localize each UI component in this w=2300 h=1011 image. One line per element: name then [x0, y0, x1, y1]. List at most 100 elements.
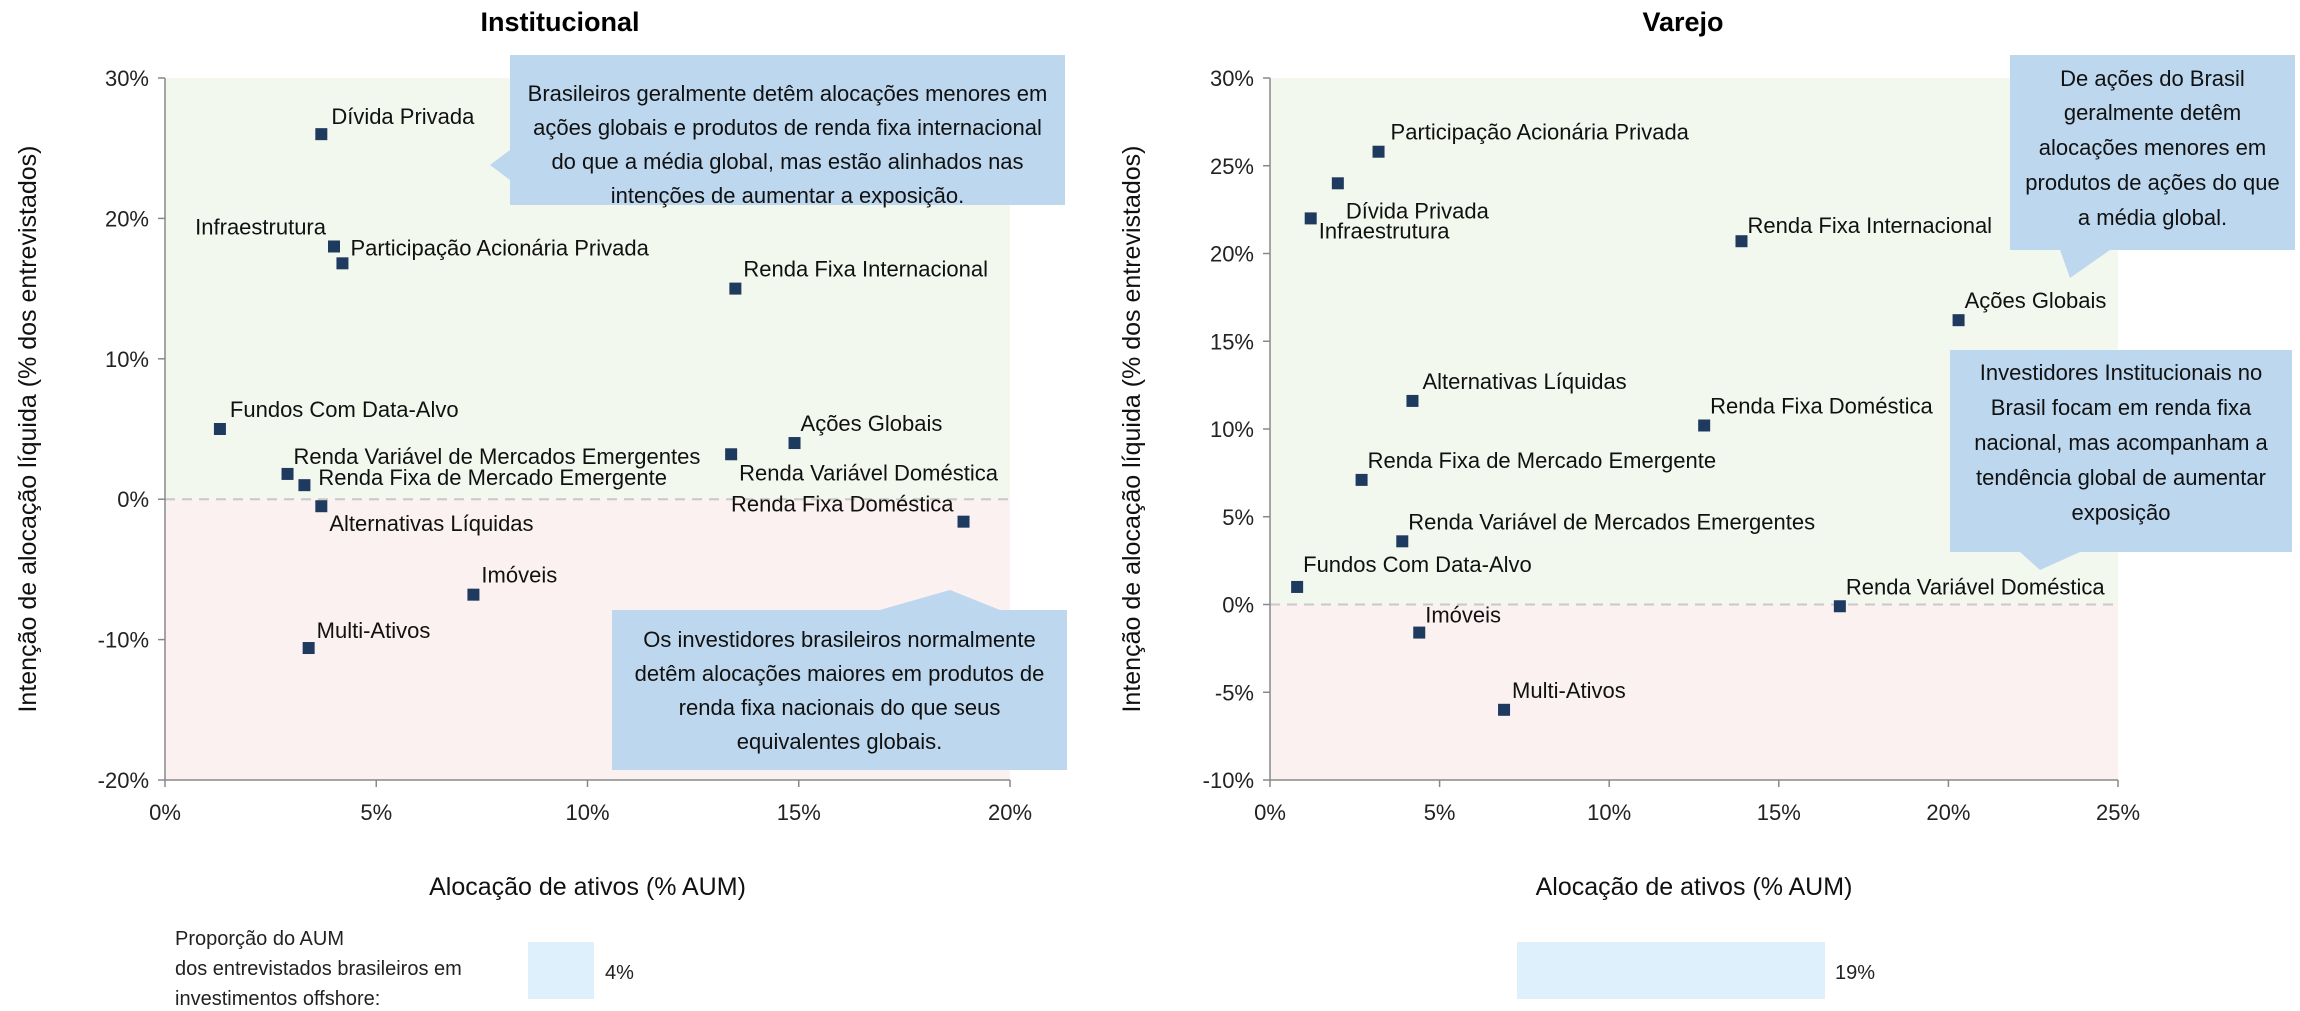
data-point-label: Imóveis	[481, 563, 557, 588]
x-tick-label: 5%	[1424, 800, 1456, 825]
callout-line: Investidores Institucionais no	[1980, 360, 2263, 385]
offshore-label-line: investimentos offshore:	[175, 988, 380, 1010]
data-point	[281, 467, 294, 480]
y-tick-label: 30%	[1210, 66, 1254, 91]
callout-line: De ações do Brasil	[2060, 66, 2245, 91]
y-tick-label: -10%	[98, 628, 149, 653]
y-tick-label: 10%	[105, 347, 149, 372]
data-point-label: Alternativas Líquidas	[1422, 369, 1626, 394]
y-tick-label: -20%	[98, 768, 149, 793]
callout-line: alocações menores em	[2039, 135, 2266, 160]
data-point	[1698, 419, 1711, 432]
offshore-value: 19%	[1835, 962, 1875, 984]
data-point	[315, 128, 328, 141]
x-tick-label: 0%	[1254, 800, 1286, 825]
data-point-label: Renda Fixa Doméstica	[1710, 393, 1933, 418]
callout-line: exposição	[2071, 500, 2170, 525]
x-tick-label: 10%	[1587, 800, 1631, 825]
y-tick-label: 5%	[1222, 505, 1254, 530]
data-point	[1833, 600, 1846, 613]
data-point-label: Renda Fixa de Mercado Emergente	[318, 465, 667, 490]
callout-text: Os investidores brasileiros normalmente d…	[635, 627, 1045, 754]
data-point-label: Dívida Privada	[1346, 198, 1490, 223]
data-point-label: Multi-Ativos	[1512, 678, 1626, 703]
data-point	[957, 515, 970, 528]
callout-line: Os investidores brasileiros normalmente	[643, 627, 1036, 652]
offshore-bar	[1517, 942, 1825, 999]
data-point-label: Ações Globais	[801, 411, 943, 436]
data-point-label: Alternativas Líquidas	[329, 511, 533, 536]
callout-box: Investidores Institucionais no Brasil foc…	[1950, 350, 2292, 570]
y-axis-label: Intenção de alocação líquida (% dos entr…	[14, 145, 42, 712]
callout-pointer	[2060, 250, 2110, 278]
data-point	[1952, 314, 1965, 327]
data-point-label: Participação Acionária Privada	[350, 235, 649, 260]
callout-box: Brasileiros geralmente detêm alocações m…	[490, 55, 1065, 208]
y-tick-label: 0%	[117, 487, 149, 512]
data-point	[1498, 703, 1511, 716]
callout-background	[2010, 55, 2295, 250]
chart-panel-1: Institucional 0% 5% 10% 15% 20% -20% -10% 0% 10% 2…	[14, 7, 1067, 1010]
y-tick-label: 10%	[1210, 417, 1254, 442]
offshore-bar	[528, 942, 594, 999]
data-point	[1355, 473, 1368, 486]
callout-line: intenções de aumentar a exposição.	[611, 183, 964, 208]
callout-text: De ações do Brasil geralmente detêm alocaç…	[2025, 66, 2279, 230]
y-tick-label: 20%	[105, 206, 149, 231]
data-point	[302, 642, 315, 655]
chart-title: Institucional	[480, 7, 639, 37]
data-point-label: Renda Fixa Internacional	[743, 257, 988, 282]
x-tick-label: 10%	[565, 800, 609, 825]
data-point-label: Multi-Ativos	[317, 618, 431, 643]
callout-pointer	[2020, 552, 2080, 570]
offshore-label-line: dos entrevistados brasileiros em	[175, 958, 462, 980]
data-point-label: Infraestrutura	[195, 214, 327, 239]
data-point	[788, 437, 801, 450]
data-point	[1406, 394, 1419, 407]
callout-line: geralmente detêm	[2064, 100, 2241, 125]
offshore-label-line: Proporção do AUM	[175, 928, 344, 950]
data-point	[1735, 235, 1748, 248]
callout-box: Os investidores brasileiros normalmente d…	[612, 590, 1067, 770]
callout-line: Brasil focam em renda fixa	[1991, 395, 2252, 420]
x-axis-label: Alocação de ativos (% AUM)	[429, 873, 746, 901]
data-point-label: Renda Variável Doméstica	[1846, 574, 2106, 599]
data-point-label: Renda Fixa Doméstica	[731, 492, 954, 517]
data-point	[213, 423, 226, 435]
data-point	[725, 448, 738, 461]
data-point-label: Fundos Com Data-Alvo	[230, 397, 459, 422]
y-tick-label: -5%	[1215, 680, 1254, 705]
data-point-label: Fundos Com Data-Alvo	[1303, 552, 1532, 577]
data-point	[1396, 535, 1409, 548]
x-tick-label: 15%	[777, 800, 821, 825]
callout-background	[510, 55, 1065, 205]
callout-background	[612, 610, 1067, 770]
y-tick-label: 0%	[1222, 593, 1254, 618]
data-point-label: Renda Variável de Mercados Emergentes	[1408, 509, 1815, 534]
callout-line: renda fixa nacionais do que seus	[679, 695, 1001, 720]
y-tick-label: 20%	[1210, 242, 1254, 267]
x-tick-label: 15%	[1757, 800, 1801, 825]
y-axis-label: Intenção de alocação líquida (% dos entr…	[1118, 145, 1146, 712]
data-point	[729, 282, 742, 295]
data-point-label: Renda Fixa Internacional	[1747, 213, 1992, 238]
callout-line: tendência global de aumentar	[1976, 465, 2266, 490]
offshore-label: Proporção do AUM dos entrevistados brasil…	[175, 928, 462, 1010]
data-point	[328, 240, 340, 253]
data-point-label: Ações Globais	[1965, 288, 2107, 313]
data-point	[1413, 626, 1426, 639]
callout-background	[1950, 350, 2292, 552]
data-point	[336, 257, 349, 270]
y-tick-label: 15%	[1210, 329, 1254, 354]
data-point-label: Renda Variável Doméstica	[739, 460, 999, 485]
x-axis-label: Alocação de ativos (% AUM)	[1536, 873, 1853, 901]
offshore-value: 4%	[605, 962, 634, 984]
y-tick-label: -10%	[1203, 768, 1254, 793]
data-point-label: Renda Variável de Mercados Emergentes	[294, 444, 701, 469]
callout-line: produtos de ações do que	[2025, 170, 2279, 195]
callout-line: Brasileiros geralmente detêm alocações m…	[528, 81, 1048, 106]
data-point	[1304, 212, 1317, 225]
data-point	[1331, 177, 1344, 190]
callout-text: Brasileiros geralmente detêm alocações m…	[528, 81, 1048, 208]
